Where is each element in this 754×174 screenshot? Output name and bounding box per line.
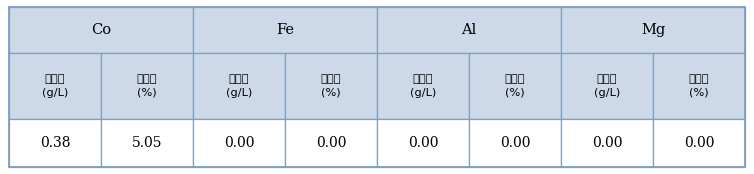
FancyBboxPatch shape [9,119,101,167]
Text: 0.00: 0.00 [224,136,254,150]
Text: Mg: Mg [641,23,665,37]
Text: Al: Al [461,23,477,37]
FancyBboxPatch shape [101,119,193,167]
FancyBboxPatch shape [9,53,101,119]
FancyBboxPatch shape [377,7,561,53]
FancyBboxPatch shape [561,119,653,167]
FancyBboxPatch shape [193,53,285,119]
Text: 제거율
(%): 제거율 (%) [504,74,526,98]
Text: 0.00: 0.00 [592,136,622,150]
Text: 제거량
(g/L): 제거량 (g/L) [226,74,252,98]
FancyBboxPatch shape [561,53,653,119]
FancyBboxPatch shape [193,7,377,53]
FancyBboxPatch shape [285,119,377,167]
FancyBboxPatch shape [101,53,193,119]
Text: 제거량
(g/L): 제거량 (g/L) [42,74,68,98]
FancyBboxPatch shape [193,119,285,167]
Text: 5.05: 5.05 [132,136,162,150]
Text: Fe: Fe [276,23,294,37]
Text: 0.00: 0.00 [408,136,438,150]
FancyBboxPatch shape [469,53,561,119]
Text: 제거율
(%): 제거율 (%) [688,74,710,98]
FancyBboxPatch shape [377,119,469,167]
FancyBboxPatch shape [9,7,193,53]
Text: 제거율
(%): 제거율 (%) [320,74,342,98]
Text: 제거율
(%): 제거율 (%) [136,74,158,98]
FancyBboxPatch shape [653,119,745,167]
Text: Co: Co [91,23,111,37]
Text: 제거량
(g/L): 제거량 (g/L) [410,74,436,98]
FancyBboxPatch shape [561,7,745,53]
FancyBboxPatch shape [653,53,745,119]
FancyBboxPatch shape [285,53,377,119]
Text: 0.00: 0.00 [500,136,530,150]
FancyBboxPatch shape [469,119,561,167]
Text: 0.38: 0.38 [40,136,70,150]
FancyBboxPatch shape [377,53,469,119]
Text: 0.00: 0.00 [684,136,714,150]
Text: 0.00: 0.00 [316,136,346,150]
Text: 제거량
(g/L): 제거량 (g/L) [594,74,620,98]
